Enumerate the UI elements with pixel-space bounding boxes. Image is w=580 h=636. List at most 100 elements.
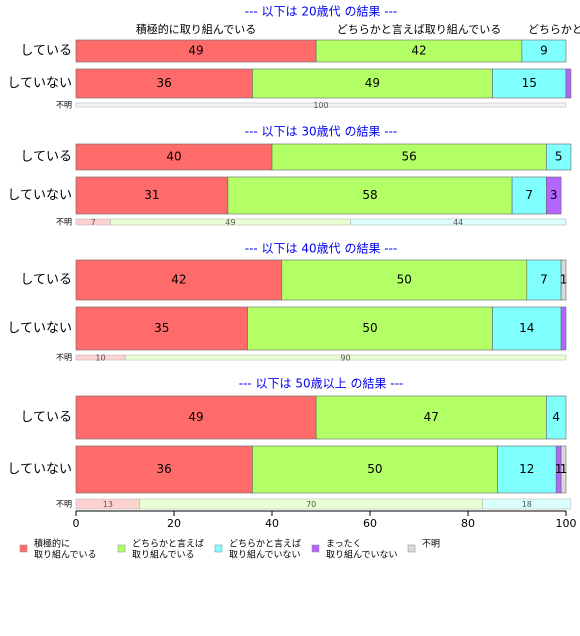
value-label: 1 <box>560 273 568 287</box>
value-label: 49 <box>188 44 203 58</box>
legend-label: 取り組んでいない <box>326 549 398 561</box>
bar-segment <box>482 498 572 510</box>
value-label: 42 <box>171 273 186 287</box>
bar-segment <box>497 445 557 494</box>
bar-segment <box>492 68 567 99</box>
bar-segment <box>75 445 253 494</box>
bar-segment <box>75 306 248 351</box>
bar-segment <box>247 306 493 351</box>
bar-segment <box>560 445 567 494</box>
bar-segment <box>271 143 547 171</box>
value-label: 50 <box>397 273 412 287</box>
value-label: 3 <box>550 188 558 202</box>
bar-segment <box>75 395 317 440</box>
bar-segment <box>546 143 572 171</box>
legend-label: 不明 <box>422 539 440 550</box>
row-label: している <box>20 410 72 425</box>
series-header: どちらかと言えば取り組んでいる <box>337 23 501 36</box>
x-tick-label: 60 <box>363 517 377 530</box>
row-label: 不明 <box>56 101 72 110</box>
x-tick-label: 0 <box>73 517 80 530</box>
value-label: 56 <box>402 150 417 164</box>
legend-label: 取り組んでいる <box>132 549 195 561</box>
value-label: 100 <box>313 101 328 110</box>
row-label: していない <box>7 76 72 91</box>
value-label: 35 <box>154 321 169 335</box>
bar-segment <box>565 68 572 99</box>
bar-segment <box>75 259 283 301</box>
value-label: 49 <box>365 76 380 90</box>
x-tick-label: 20 <box>167 517 181 530</box>
bar-segment <box>75 102 567 108</box>
row-label: 不明 <box>56 353 72 362</box>
panel-title: --- 以下は 40歳代 の結果 --- <box>245 242 398 256</box>
value-label: 50 <box>362 321 377 335</box>
value-label: 18 <box>522 500 532 509</box>
legend-swatch <box>214 544 223 553</box>
value-label: 36 <box>157 76 172 90</box>
row-label: 不明 <box>56 218 72 227</box>
bar-segment <box>511 176 547 215</box>
legend-swatch <box>407 544 416 553</box>
value-label: 40 <box>166 150 181 164</box>
panel-title: --- 以下は 30歳代 の結果 --- <box>245 125 398 139</box>
legend-label: 取り組んでいない <box>229 549 301 561</box>
value-label: 49 <box>188 410 203 424</box>
value-label: 7 <box>91 218 96 227</box>
bar-segment <box>521 39 567 63</box>
value-label: 12 <box>519 462 534 476</box>
value-label: 14 <box>519 321 534 335</box>
row-label: している <box>20 273 72 288</box>
value-label: 7 <box>540 273 548 287</box>
value-label: 42 <box>411 44 426 58</box>
series-header: 積極的に取り組んでいる <box>136 22 256 36</box>
value-label: 31 <box>144 188 159 202</box>
bar-segment <box>560 259 567 301</box>
x-tick-label: 40 <box>265 517 279 530</box>
value-label: 44 <box>453 218 463 227</box>
bar-segment <box>252 445 498 494</box>
bar-segment <box>350 218 567 226</box>
row-label: している <box>20 150 72 165</box>
bar-segment <box>526 259 562 301</box>
bar-segment <box>560 306 567 351</box>
bar-segment <box>492 306 562 351</box>
panel-title: --- 以下は 20歳代 の結果 --- <box>245 5 398 19</box>
bar-segment <box>546 395 567 440</box>
value-label: 58 <box>362 188 377 202</box>
value-label: 90 <box>340 354 350 363</box>
value-label: 47 <box>424 410 439 424</box>
row-label: 不明 <box>56 500 72 509</box>
value-label: 1 <box>560 462 568 476</box>
value-label: 5 <box>555 150 563 164</box>
bar-segment <box>75 176 229 215</box>
value-label: 70 <box>306 500 316 509</box>
legend-swatch <box>117 544 126 553</box>
row-label: していない <box>7 321 72 336</box>
value-label: 9 <box>540 44 548 58</box>
x-tick-label: 100 <box>556 517 577 530</box>
legend-label: 取り組んでいる <box>34 549 97 561</box>
legend-label: まったく <box>326 539 362 550</box>
value-label: 36 <box>157 462 172 476</box>
row-label: していない <box>7 188 72 203</box>
value-label: 4 <box>552 410 560 424</box>
bar-segment <box>227 176 513 215</box>
bar-segment <box>546 176 562 215</box>
bar-segment <box>252 68 493 99</box>
legend-swatch <box>311 544 320 553</box>
value-label: 50 <box>367 462 382 476</box>
value-label: 13 <box>103 500 113 509</box>
row-label: している <box>20 44 72 59</box>
row-label: していない <box>7 462 72 477</box>
value-label: 15 <box>522 76 537 90</box>
x-tick-label: 80 <box>461 517 475 530</box>
panel-title: --- 以下は 50歳以上 の結果 --- <box>239 377 404 391</box>
value-label: 1 <box>555 462 563 476</box>
bar-segment <box>315 395 547 440</box>
legend-swatch <box>19 544 28 553</box>
legend-label: どちらかと言えば <box>132 538 204 550</box>
legend-label: 積極的に <box>34 538 70 550</box>
